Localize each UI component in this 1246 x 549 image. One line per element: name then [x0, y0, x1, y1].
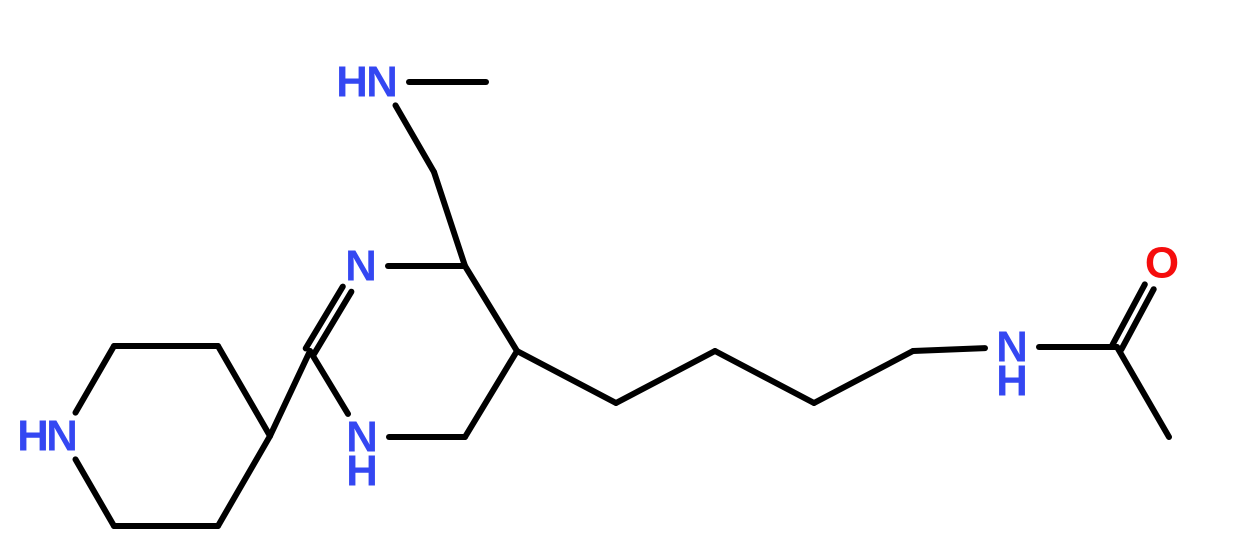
- double-bond: [1118, 286, 1157, 353]
- atom-label-N_piperidine: N: [46, 412, 78, 461]
- single-bond: [462, 263, 520, 354]
- atom-label-N1_ring: H: [346, 447, 378, 496]
- atom-label-N_top: H: [336, 58, 368, 107]
- atom-label-N_top: N: [366, 58, 398, 107]
- atom-label-O_carbonyl: O: [1145, 239, 1179, 288]
- single-bond: [72, 343, 117, 416]
- single-bond: [811, 348, 916, 406]
- single-bond: [392, 102, 437, 175]
- atom-label-N_amide: H: [996, 357, 1028, 406]
- single-bond: [1114, 344, 1172, 440]
- single-bond: [462, 348, 520, 440]
- single-bond: [307, 348, 351, 417]
- single-bond: [613, 348, 718, 406]
- atom-label-N_amide: N: [996, 323, 1028, 372]
- single-bond: [72, 456, 117, 529]
- single-bond: [910, 345, 988, 354]
- single-bond: [514, 348, 619, 406]
- single-bond: [267, 348, 313, 439]
- double-bond: [302, 283, 346, 352]
- atom-label-N1_ring: N: [346, 413, 378, 462]
- single-bond: [431, 169, 468, 269]
- single-bond: [215, 343, 273, 439]
- single-bond: [215, 433, 273, 529]
- double-bond: [1109, 281, 1148, 348]
- atom-label-N_piperidine: H: [17, 412, 49, 461]
- double-bond: [311, 288, 355, 357]
- atom-label-N3_ring: N: [345, 242, 377, 291]
- single-bond: [712, 348, 817, 406]
